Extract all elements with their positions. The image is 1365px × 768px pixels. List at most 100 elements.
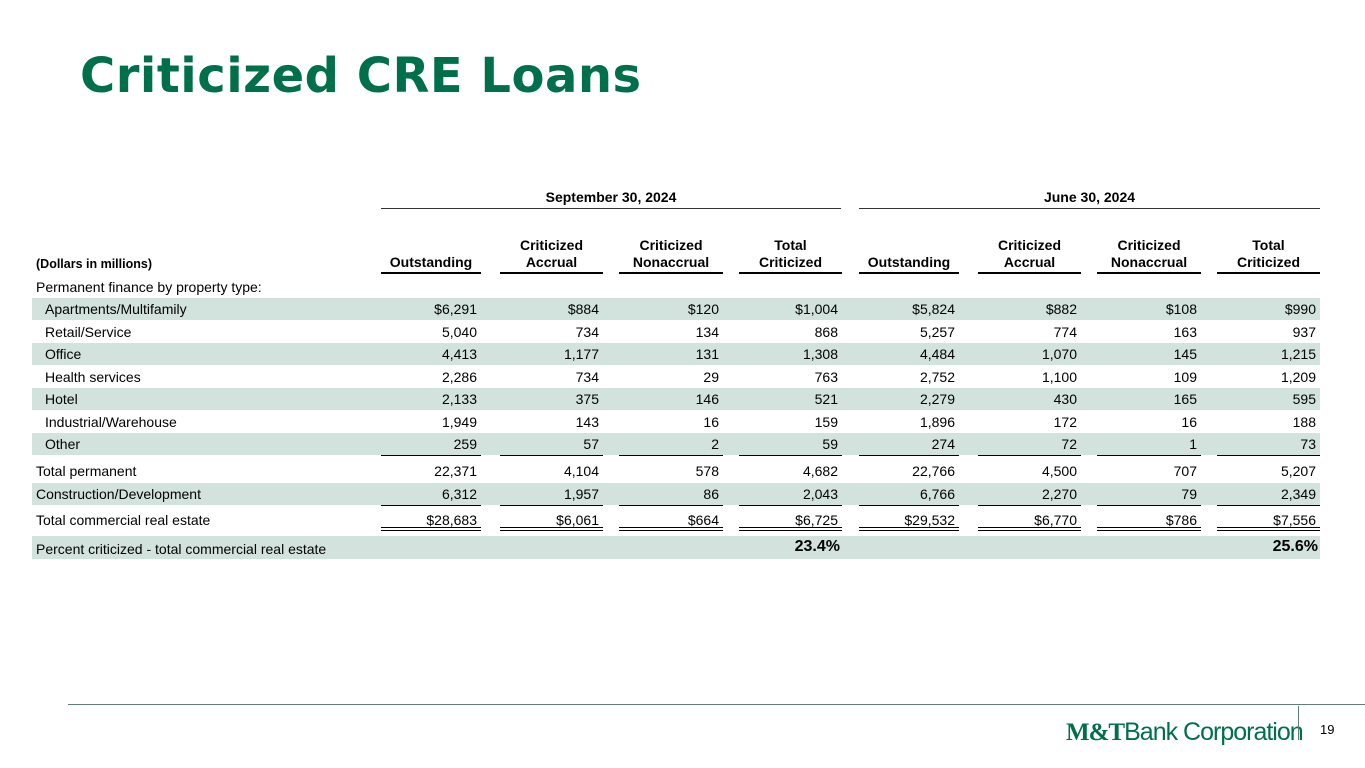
total-double-underline <box>739 527 842 531</box>
column-header-line: Criticized <box>997 237 1061 253</box>
table-cell: 73 <box>1300 436 1316 452</box>
section-label: Permanent finance by property type: <box>36 279 262 295</box>
table-cell: 188 <box>1292 414 1316 430</box>
subtotal-underline <box>1097 505 1201 506</box>
column-header-line: Criticized <box>1236 253 1300 270</box>
column-header: Criticized Accrual <box>500 237 603 270</box>
table-cell: 159 <box>814 414 838 430</box>
table-cell: 5,207 <box>1280 463 1316 479</box>
table-cell: 59 <box>822 436 838 452</box>
subtotal-underline <box>739 455 842 456</box>
table-cell: 2,286 <box>441 369 477 385</box>
column-header-line: Total <box>774 237 807 253</box>
table-cell: 2 <box>711 436 719 452</box>
subtotal-underline <box>500 455 603 456</box>
column-header-line: Nonaccrual <box>1110 253 1188 270</box>
total-double-underline <box>859 527 959 531</box>
table-cell: 1,100 <box>1041 369 1077 385</box>
column-header-line: Outstanding <box>867 254 951 270</box>
table-cell: $6,061 <box>556 512 599 528</box>
table-cell: 375 <box>575 391 599 407</box>
table-cell: $990 <box>1284 301 1316 317</box>
table-row: Total permanent 22,371 4,104 578 4,682 22,766… <box>32 460 1320 482</box>
column-header-underline <box>1217 272 1320 274</box>
column-header-line: Nonaccrual <box>632 253 710 270</box>
table-cell: $6,770 <box>1034 512 1077 528</box>
table-cell: 2,279 <box>919 391 955 407</box>
column-header-line: Criticized <box>758 253 822 270</box>
total-double-underline <box>1217 527 1320 531</box>
percent-criticized-value: 23.4% <box>794 538 840 555</box>
table-cell: $120 <box>687 301 719 317</box>
row-label: Total permanent <box>36 463 137 479</box>
table-cell: 146 <box>695 391 719 407</box>
table-cell: $882 <box>1045 301 1077 317</box>
column-header: Outstanding <box>381 254 481 271</box>
column-header-underline <box>500 272 603 274</box>
column-header: Criticized Nonaccrual <box>619 237 723 270</box>
table-cell: 4,104 <box>563 463 599 479</box>
table-cell: 5,040 <box>441 324 477 340</box>
table-cell: 707 <box>1173 463 1197 479</box>
column-header: Criticized Nonaccrual <box>1097 237 1201 270</box>
table-cell: 163 <box>1173 324 1197 340</box>
column-header-line: Accrual <box>525 253 578 270</box>
table-cell: 2,043 <box>802 486 838 502</box>
column-header-underline <box>381 272 481 274</box>
row-label: Construction/Development <box>36 486 201 502</box>
column-header-underline <box>619 272 723 274</box>
subtotal-underline <box>859 455 959 456</box>
table-cell: $6,725 <box>795 512 838 528</box>
logo-text: Bank Corporation <box>1124 718 1304 746</box>
table-cell: 937 <box>1292 324 1316 340</box>
column-header: Total Criticized <box>739 237 842 270</box>
column-header-underline <box>1097 272 1201 274</box>
table-cell: 72 <box>1061 436 1077 452</box>
subtotal-underline <box>381 455 481 456</box>
table-cell: 16 <box>703 414 719 430</box>
table-cell: 86 <box>703 486 719 502</box>
subtotal-underline <box>1217 505 1320 506</box>
column-header-underline <box>978 272 1081 274</box>
period-underline <box>859 208 1320 209</box>
table-cell: 1,177 <box>563 346 599 362</box>
table-row: Hotel 2,133 375 146 521 2,279 430 165 595 <box>32 388 1320 410</box>
table-cell: $7,556 <box>1273 512 1316 528</box>
percent-criticized-value: 25.6% <box>1272 538 1318 555</box>
column-header-line: Criticized <box>1117 237 1181 253</box>
table-cell: 4,682 <box>802 463 838 479</box>
table-cell: 57 <box>583 436 599 452</box>
column-header-underline <box>859 272 959 274</box>
table-cell: 1,957 <box>563 486 599 502</box>
column-header-line: Criticized <box>519 237 583 253</box>
table-row: Apartments/Multifamily $6,291 $884 $120 $1,0… <box>32 298 1320 320</box>
footer-divider <box>68 704 1365 705</box>
table-cell: $1,004 <box>795 301 838 317</box>
table-row: Industrial/Warehouse 1,949 143 16 159 1,896 17… <box>32 411 1320 433</box>
column-header-line: Accrual <box>1003 253 1056 270</box>
table-cell: 4,484 <box>919 346 955 362</box>
row-label: Total commercial real estate <box>36 512 211 528</box>
column-header: Total Criticized <box>1217 237 1320 270</box>
table-cell: 1,896 <box>919 414 955 430</box>
column-header-line: Total <box>1252 237 1285 253</box>
subtotal-underline <box>1097 455 1201 456</box>
table-row: Total commercial real estate $28,683 $6,06… <box>32 509 1320 531</box>
table-cell: 2,349 <box>1280 486 1316 502</box>
table-cell: 29 <box>703 369 719 385</box>
table-row: Other 259 57 2 59 274 72 1 73 <box>32 433 1320 455</box>
table-cell: 578 <box>695 463 719 479</box>
row-label: Retail/Service <box>45 324 132 340</box>
total-double-underline <box>1097 527 1201 531</box>
row-label: Other <box>45 436 81 452</box>
table-cell: 1,949 <box>441 414 477 430</box>
table-cell: 16 <box>1181 414 1197 430</box>
page-title: Criticized CRE Loans <box>80 48 642 104</box>
subtotal-underline <box>978 505 1081 506</box>
table-row: Health services 2,286 734 29 763 2,752 1,100 10… <box>32 366 1320 388</box>
percent-criticized-row: Percent criticized - total commercial re… <box>32 536 1320 559</box>
table-cell: 595 <box>1292 391 1316 407</box>
row-label: Apartments/Multifamily <box>45 301 187 317</box>
table-cell: 734 <box>575 369 599 385</box>
table-cell: 763 <box>814 369 838 385</box>
